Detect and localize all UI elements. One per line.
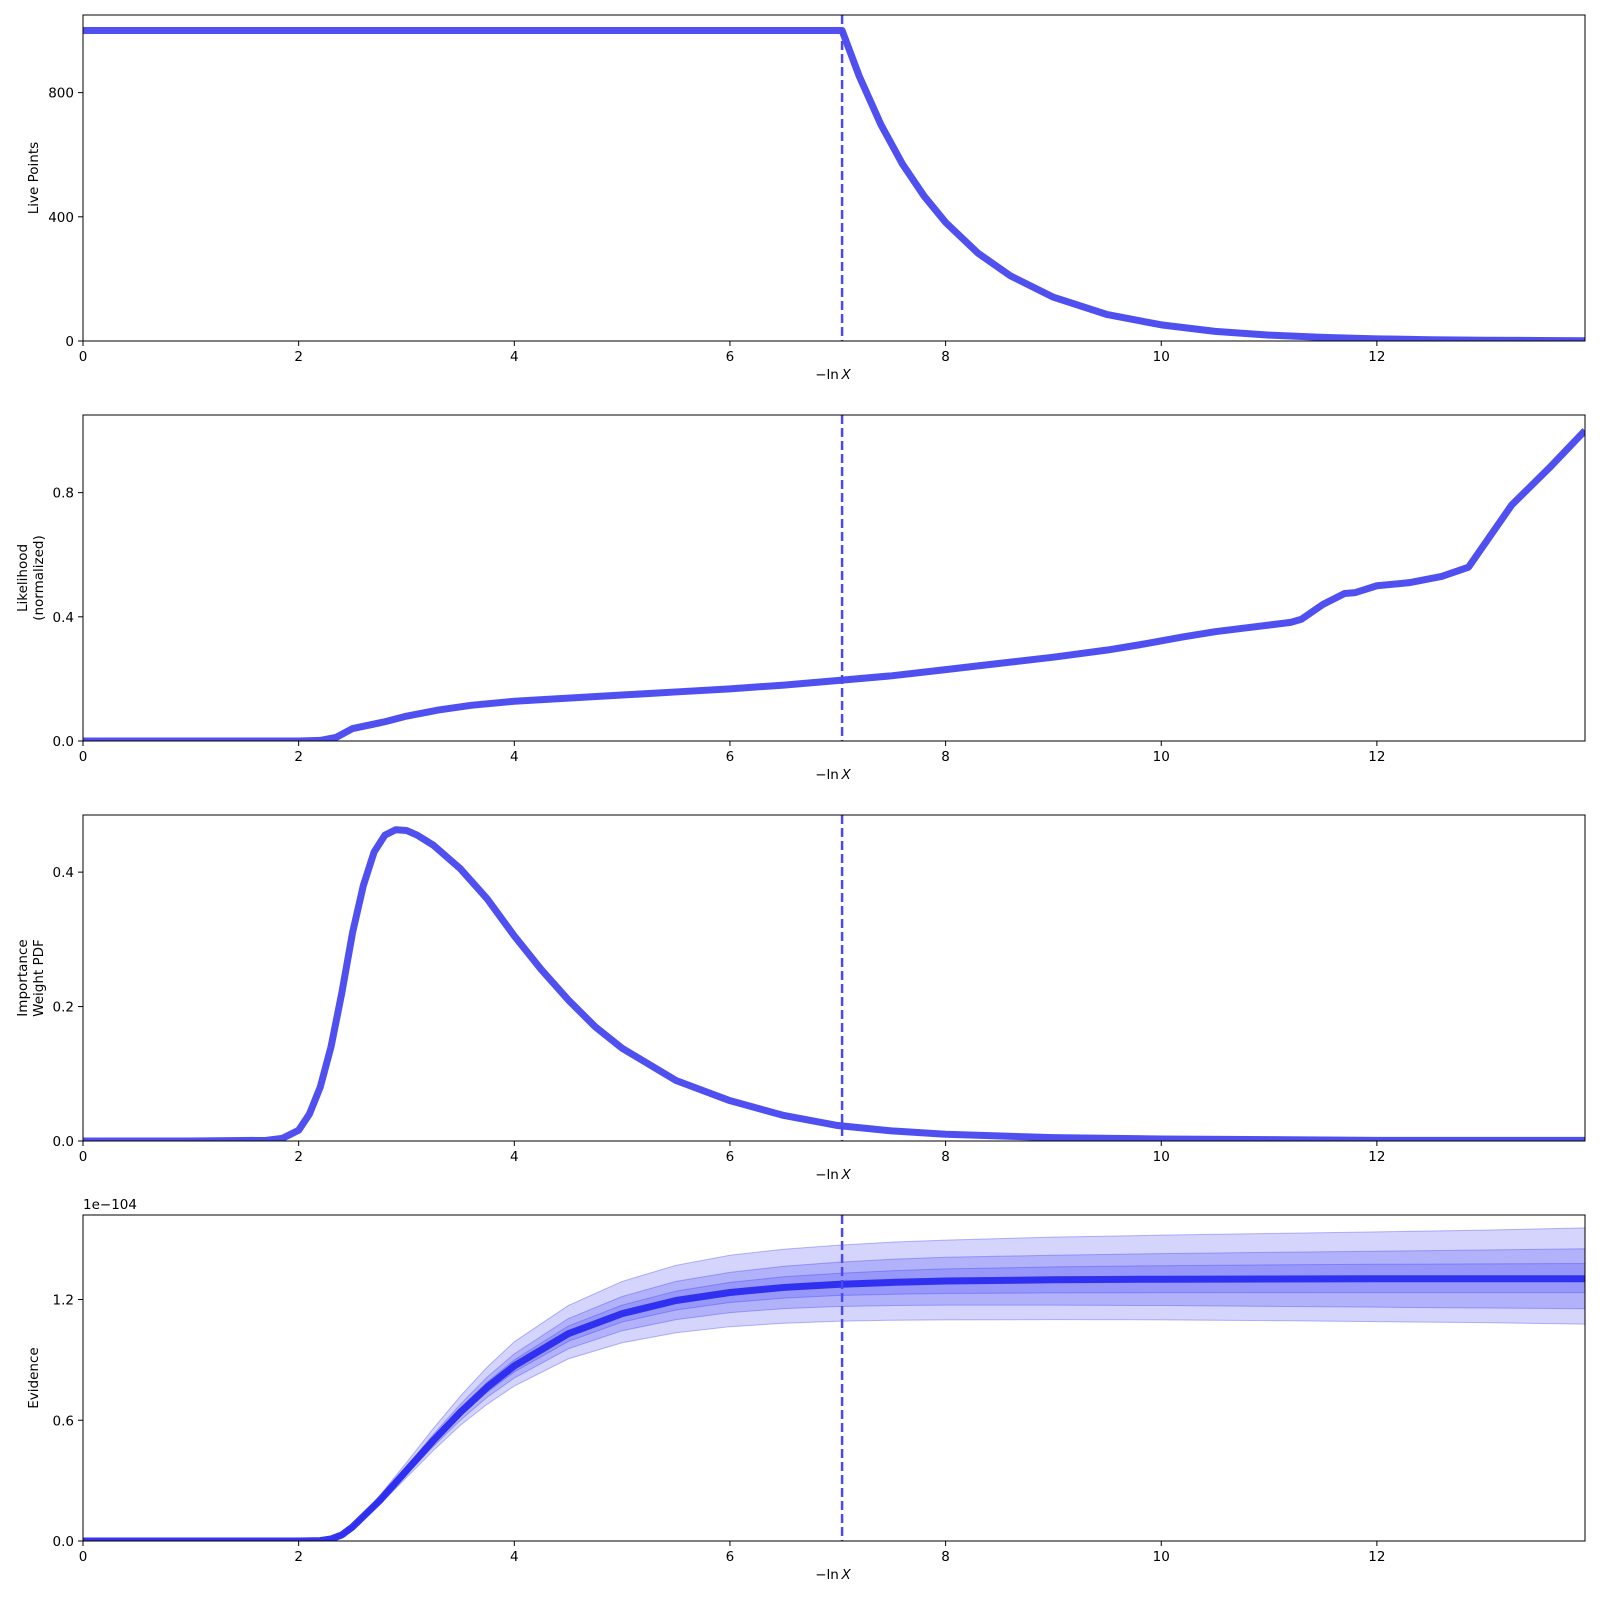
y-tick-label: 0.0 [53,1134,74,1150]
likelihood-line [83,428,1585,741]
x-axis-label: −ln X [815,1567,851,1583]
x-tick-label: 8 [941,349,950,365]
x-tick-label: 10 [1153,349,1170,365]
x-tick-label: 0 [79,749,88,765]
x-tick-label: 4 [510,749,519,765]
plot-area [83,1215,1585,1541]
x-tick-label: 6 [726,349,735,365]
y-tick-label: 1.2 [53,1293,74,1309]
x-tick-label: 8 [941,1149,950,1165]
panel-importance-weight: 0 2 4 6 8 10 12 0.0 0.2 0.4 −ln X Importance Weight … [15,814,1586,1183]
panel-evidence: 0 2 4 6 8 10 12 0.0 0.6 1.2 −ln X Evidence 1e−104 [26,1197,1586,1583]
x-tick-label: 6 [726,1549,735,1565]
x-axis-label: −ln X [815,367,851,383]
y-tick-label: 0.4 [53,865,74,881]
y-tick-label: 400 [48,210,74,226]
y-axis-label: Likelihood [15,544,31,612]
x-axis-label-text: −ln [815,1167,841,1183]
x-tick-label: 4 [510,1149,519,1165]
x-axis-label-variable: X [841,1167,852,1183]
x-tick-label: 12 [1368,1149,1385,1165]
x-tick-label: 10 [1153,1549,1170,1565]
evidence-band-3-sigma [83,1227,1585,1541]
y-axis-label: (normalized) [31,535,47,621]
x-tick-label: 2 [294,349,303,365]
x-tick-label: 6 [726,749,735,765]
x-tick-label: 8 [941,1549,950,1565]
x-axis-label: −ln X [815,1167,851,1183]
plot-area [83,15,1585,341]
x-axis-label-text: −ln [815,1567,841,1583]
y-axis-label: Live Points [26,142,42,214]
x-tick-label: 6 [726,1149,735,1165]
y-tick-label: 800 [48,86,74,102]
evidence-line [83,1275,1585,1541]
x-axis-label-variable: X [841,1567,852,1583]
x-axis-label-variable: X [841,367,852,383]
x-tick-label: 12 [1368,749,1385,765]
live-points-line [83,27,1585,341]
panel-live-points: 0 2 4 6 8 10 12 0 400 800 −ln X Live Points [26,14,1586,383]
y-tick-label: 0 [65,334,74,350]
y-tick-label: 0.8 [53,486,74,502]
x-tick-label: 2 [294,749,303,765]
axes-frame [82,14,1586,342]
x-tick-label: 0 [79,349,88,365]
x-tick-label: 2 [294,1549,303,1565]
y-tick-label: 0.0 [53,734,74,750]
y-tick-label: 0.0 [53,1534,74,1550]
x-tick-label: 4 [510,1549,519,1565]
axes-frame [82,414,1586,742]
x-tick-label: 2 [294,1149,303,1165]
y-tick-label: 0.6 [53,1413,74,1429]
x-tick-label: 12 [1368,349,1385,365]
x-tick-label: 10 [1153,1149,1170,1165]
plot-area [83,415,1585,741]
importance-weight-line [83,826,1585,1141]
x-axis-label-variable: X [841,767,852,783]
axes-frame [82,814,1586,1142]
x-tick-label: 12 [1368,1549,1385,1565]
y-axis-offset-label: 1e−104 [83,1197,137,1213]
axes-frame [82,1214,1586,1542]
y-axis-label: Weight PDF [31,939,47,1017]
x-axis-label: −ln X [815,767,851,783]
y-tick-label: 0.4 [53,610,74,626]
x-axis-label-text: −ln [815,767,841,783]
y-axis-label: Importance [15,939,31,1016]
x-tick-label: 0 [79,1149,88,1165]
panel-likelihood: 0 2 4 6 8 10 12 0.0 0.4 0.8 −ln X Likelihood (normal… [15,414,1586,783]
x-axis-label-text: −ln [815,367,841,383]
y-axis-label: Evidence [26,1347,42,1408]
x-tick-label: 10 [1153,749,1170,765]
x-tick-label: 4 [510,349,519,365]
plot-area [83,815,1585,1141]
y-tick-label: 0.2 [53,1000,74,1016]
x-tick-label: 8 [941,749,950,765]
x-tick-label: 0 [79,1549,88,1565]
